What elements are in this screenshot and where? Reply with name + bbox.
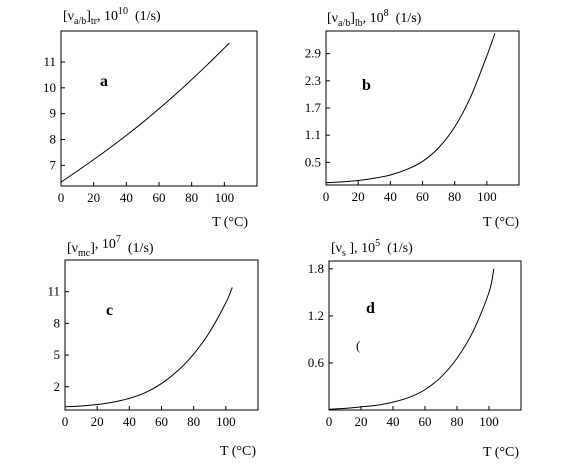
y-tick-label-b-1.1: 1.1 — [305, 127, 321, 142]
plot-frame-d — [328, 260, 522, 411]
panel-label-a: a — [100, 73, 108, 90]
x-tick-label-c-60: 60 — [155, 414, 168, 429]
x-tick-label-a-40: 40 — [120, 190, 133, 205]
x-tick-label-a-20: 20 — [87, 190, 100, 205]
data-line-d — [328, 268, 495, 410]
x-tick-label-c-40: 40 — [123, 414, 136, 429]
y-tick-label-b-2.9: 2.9 — [305, 46, 321, 61]
y-tick-label-d-1.8: 1.8 — [308, 261, 324, 276]
x-tick-label-c-80: 80 — [187, 414, 200, 429]
y-tick-label-a-9: 9 — [50, 106, 57, 121]
ticks-d: 0 20 40 60 80 100 0.6 1.2 1.8 T (°C) — [308, 261, 520, 460]
x-tick-label-d-0: 0 — [326, 414, 333, 429]
data-line-c — [64, 287, 233, 408]
x-axis-label-d: T (°C) — [483, 445, 519, 460]
x-tick-label-b-60: 60 — [416, 189, 429, 204]
x-tick-label-a-100: 100 — [215, 190, 235, 205]
x-tick-label-b-20: 20 — [352, 189, 365, 204]
x-tick-label-b-100: 100 — [477, 189, 497, 204]
y-axis-title-c: [νmc], 107 (1/s) — [67, 234, 154, 259]
y-tick-label-a-7: 7 — [50, 157, 57, 172]
x-tick-label-d-20: 20 — [355, 414, 368, 429]
ticks-b: 0 20 40 60 80 100 0.5 1.1 1.7 2.3 2.9 T (°C) — [305, 46, 520, 230]
x-tick-label-a-60: 60 — [153, 190, 166, 205]
x-tick-label-b-0: 0 — [323, 189, 330, 204]
ticks-c: 0 20 40 60 80 100 2 5 8 11 T (°C) — [47, 284, 256, 459]
panel-label-b: b — [362, 77, 371, 94]
data-line-a — [60, 42, 230, 183]
x-axis-label-b: T (°C) — [483, 215, 519, 230]
y-axis-title-b: [νa/b]lb, 108 (1/s) — [327, 8, 422, 29]
y-tick-label-c-5: 5 — [54, 347, 61, 362]
annotation-mark-d: ( — [356, 338, 360, 353]
x-tick-label-d-80: 80 — [451, 414, 464, 429]
y-tick-label-b-0.5: 0.5 — [305, 154, 321, 169]
y-tick-label-d-1.2: 1.2 — [308, 308, 324, 323]
y-tick-label-d-0.6: 0.6 — [308, 355, 325, 370]
y-axis-title-d: [νs ], 105 (1/s) — [331, 238, 413, 259]
x-tick-label-d-100: 100 — [479, 414, 499, 429]
x-tick-label-b-40: 40 — [384, 189, 397, 204]
x-tick-label-a-80: 80 — [185, 190, 198, 205]
x-tick-label-a-0: 0 — [58, 190, 65, 205]
panel-a: [νa/b]tr, 1010 (1/s) 0 20 40 60 80 100 7 8 9 10 11… — [43, 6, 258, 230]
x-tick-label-d-60: 60 — [419, 414, 432, 429]
x-axis-label-c: T (°C) — [220, 444, 256, 459]
x-tick-label-c-100: 100 — [216, 414, 236, 429]
x-tick-label-c-20: 20 — [91, 414, 104, 429]
x-tick-label-c-0: 0 — [62, 414, 69, 429]
y-tick-label-a-11: 11 — [43, 54, 56, 69]
y-tick-label-b-1.7: 1.7 — [305, 100, 322, 115]
y-tick-label-b-2.3: 2.3 — [305, 73, 321, 88]
y-tick-label-a-10: 10 — [43, 80, 56, 95]
panel-d: [νs ], 105 (1/s) 0 20 40 60 80 100 0.6 1.2 1.8 T … — [308, 238, 522, 460]
x-tick-label-d-40: 40 — [387, 414, 400, 429]
y-tick-label-c-11: 11 — [47, 284, 60, 299]
ticks-a: 0 20 40 60 80 100 7 8 9 10 11 T (°C) — [43, 54, 248, 230]
x-axis-label-a: T (°C) — [212, 215, 248, 230]
y-tick-label-c-8: 8 — [54, 315, 61, 330]
y-tick-label-a-8: 8 — [50, 132, 57, 147]
plot-frame-c — [64, 259, 259, 411]
panel-label-d: d — [366, 300, 375, 317]
x-tick-label-b-80: 80 — [448, 189, 461, 204]
panel-b: [νa/b]lb, 108 (1/s) 0 20 40 60 80 100 0.5 1.1 1.… — [305, 8, 520, 230]
y-axis-title-a: [νa/b]tr, 1010 (1/s) — [63, 6, 161, 27]
panel-label-c: c — [106, 302, 113, 319]
y-tick-label-c-2: 2 — [54, 379, 61, 394]
data-line-b — [325, 33, 496, 184]
panel-c: [νmc], 107 (1/s) 0 20 40 60 80 100 2 5 8 11 T (°C)… — [47, 234, 259, 459]
